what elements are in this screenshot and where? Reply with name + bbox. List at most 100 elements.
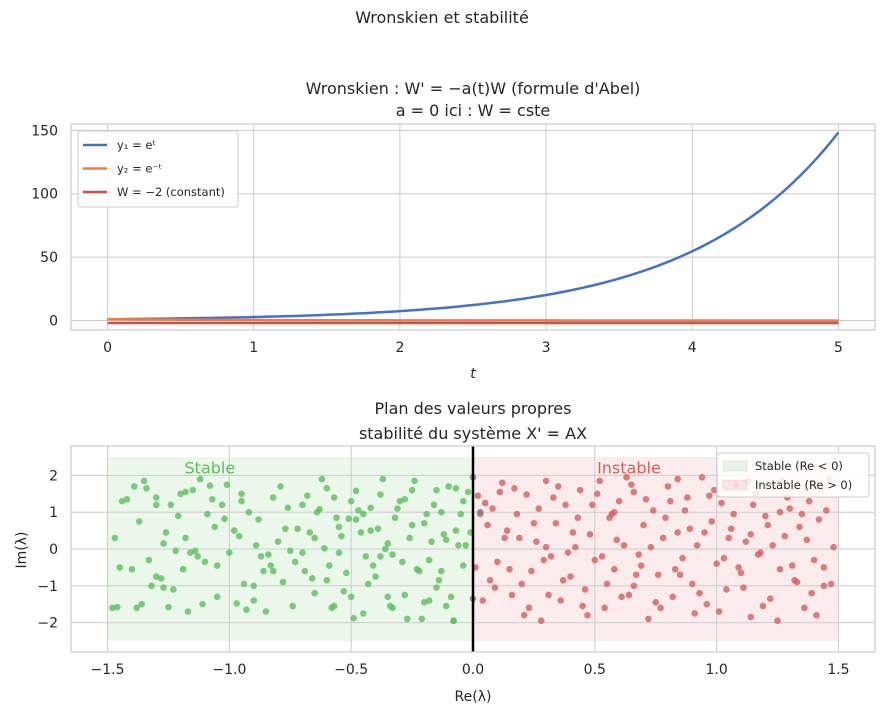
stable-eigenvalue-point — [377, 553, 384, 560]
unstable-eigenvalue-point — [703, 600, 711, 608]
x-tick-label: 5 — [834, 340, 843, 356]
unstable-eigenvalue-point — [801, 604, 808, 612]
stable-eigenvalue-point — [252, 542, 260, 549]
unstable-eigenvalue-point — [537, 617, 545, 625]
unstable-eigenvalue-point — [708, 518, 716, 525]
stable-eigenvalue-point — [133, 604, 141, 612]
unstable-eigenvalue-point — [723, 586, 730, 593]
stable-eigenvalue-point — [347, 497, 355, 505]
unstable-eigenvalue-point — [540, 556, 547, 564]
unstable-eigenvalue-point — [581, 586, 589, 593]
stable-eigenvalue-point — [274, 538, 282, 545]
stable-eigenvalue-point — [182, 534, 189, 542]
stable-eigenvalue-point — [213, 562, 221, 569]
unstable-eigenvalue-point — [706, 492, 713, 499]
unstable-eigenvalue-point — [637, 562, 645, 569]
stable-eigenvalue-point — [347, 593, 355, 601]
unstable-eigenvalue-point — [513, 510, 521, 518]
unstable-eigenvalue-point — [815, 516, 823, 523]
stable-eigenvalue-point — [406, 534, 413, 542]
unstable-eigenvalue-point — [530, 519, 538, 527]
unstable-eigenvalue-point — [525, 604, 533, 612]
unstable-eigenvalue-point — [613, 536, 621, 544]
unstable-eigenvalue-point — [642, 496, 650, 503]
stable-eigenvalue-point — [333, 514, 340, 522]
stable-eigenvalue-point — [340, 588, 348, 595]
stable-eigenvalue-point — [399, 558, 406, 566]
stable-eigenvalue-point — [143, 485, 150, 492]
unstable-eigenvalue-point — [503, 527, 511, 534]
stable-eigenvalue-point — [284, 504, 292, 512]
stable-eigenvalue-point — [170, 586, 177, 593]
unstable-region-label: Instable — [597, 459, 661, 478]
unstable-eigenvalue-point — [632, 571, 640, 579]
stable-eigenvalue-point — [459, 497, 467, 505]
unstable-eigenvalue-point — [576, 486, 584, 494]
stable-eigenvalue-point — [413, 565, 421, 573]
y-tick-label: −2 — [37, 616, 58, 632]
y-tick-label: 2 — [49, 468, 58, 484]
unstable-eigenvalue-point — [647, 543, 655, 551]
stable-eigenvalue-point — [360, 610, 367, 617]
stable-eigenvalue-point — [438, 508, 445, 516]
wronskian-axes-frame — [70, 123, 876, 331]
unstable-eigenvalue-point — [640, 521, 647, 529]
stable-eigenvalue-point — [372, 573, 379, 580]
unstable-eigenvalue-point — [515, 534, 523, 542]
stable-eigenvalue-point — [148, 582, 155, 590]
stable-eigenvalue-point — [250, 597, 258, 604]
eigen-xlabel: Re(λ) — [455, 689, 492, 705]
y-tick-label: 0 — [49, 542, 58, 558]
stable-eigenvalue-point — [199, 600, 206, 608]
stable-eigenvalue-point — [282, 525, 289, 533]
unstable-eigenvalue-point — [611, 565, 618, 573]
unstable-eigenvalue-point — [810, 556, 818, 564]
figure-suptitle: Wronskien et stabilité — [355, 8, 529, 27]
unstable-eigenvalue-point — [662, 514, 669, 522]
unstable-eigenvalue-point — [535, 505, 543, 512]
stable-eigenvalue-point — [435, 576, 443, 584]
unstable-eigenvalue-point — [508, 591, 516, 599]
unstable-eigenvalue-point — [523, 491, 530, 498]
x-tick-label: 3 — [542, 340, 551, 356]
stable-eigenvalue-point — [240, 580, 248, 588]
stable-eigenvalue-point — [325, 562, 333, 569]
stable-eigenvalue-point — [289, 602, 297, 610]
unstable-eigenvalue-point — [747, 613, 755, 621]
unstable-eigenvalue-point — [628, 481, 635, 488]
stable-eigenvalue-point — [350, 614, 357, 622]
stable-eigenvalue-point — [394, 505, 401, 512]
unstable-eigenvalue-point — [681, 507, 689, 514]
unstable-eigenvalue-point — [579, 602, 586, 610]
stable-eigenvalue-point — [343, 569, 350, 577]
stable-eigenvalue-point — [160, 540, 167, 547]
y-tick-label: −1 — [37, 579, 58, 595]
unstable-eigenvalue-point — [481, 499, 489, 507]
stable-eigenvalue-point — [182, 488, 189, 496]
unstable-eigenvalue-point — [494, 558, 501, 566]
stable-eigenvalue-point — [152, 501, 160, 509]
stable-eigenvalue-point — [367, 527, 374, 534]
stable-eigenvalue-point — [428, 538, 435, 545]
unstable-eigenvalue-point — [679, 554, 686, 562]
wronskian-legend: y₁ = eᵗ y₂ = e⁻ᵗ W = −2 (constant) — [77, 130, 239, 208]
stable-eigenvalue-point — [238, 497, 245, 505]
unstable-eigenvalue-point — [720, 554, 728, 562]
stable-eigenvalue-point — [442, 536, 450, 544]
unstable-eigenvalue-point — [805, 497, 813, 505]
unstable-eigenvalue-point — [603, 580, 611, 588]
stable-eigenvalue-point — [238, 490, 245, 498]
stable-eigenvalue-point — [335, 523, 343, 531]
unstable-eigenvalue-point — [725, 534, 733, 542]
stable-eigenvalue-point — [423, 510, 431, 518]
unstable-eigenvalue-point — [803, 536, 811, 544]
unstable-eigenvalue-point — [830, 543, 837, 551]
stable-eigenvalue-point — [391, 514, 399, 522]
stable-eigenvalue-point — [269, 567, 277, 575]
unstable-eigenvalue-point — [501, 534, 508, 542]
stable-eigenvalue-point — [301, 567, 309, 575]
stable-eigenvalue-point — [440, 530, 448, 538]
stable-eigenvalue-point — [452, 527, 460, 534]
stable-eigenvalue-point — [152, 494, 160, 501]
unstable-eigenvalue-point — [623, 473, 630, 481]
